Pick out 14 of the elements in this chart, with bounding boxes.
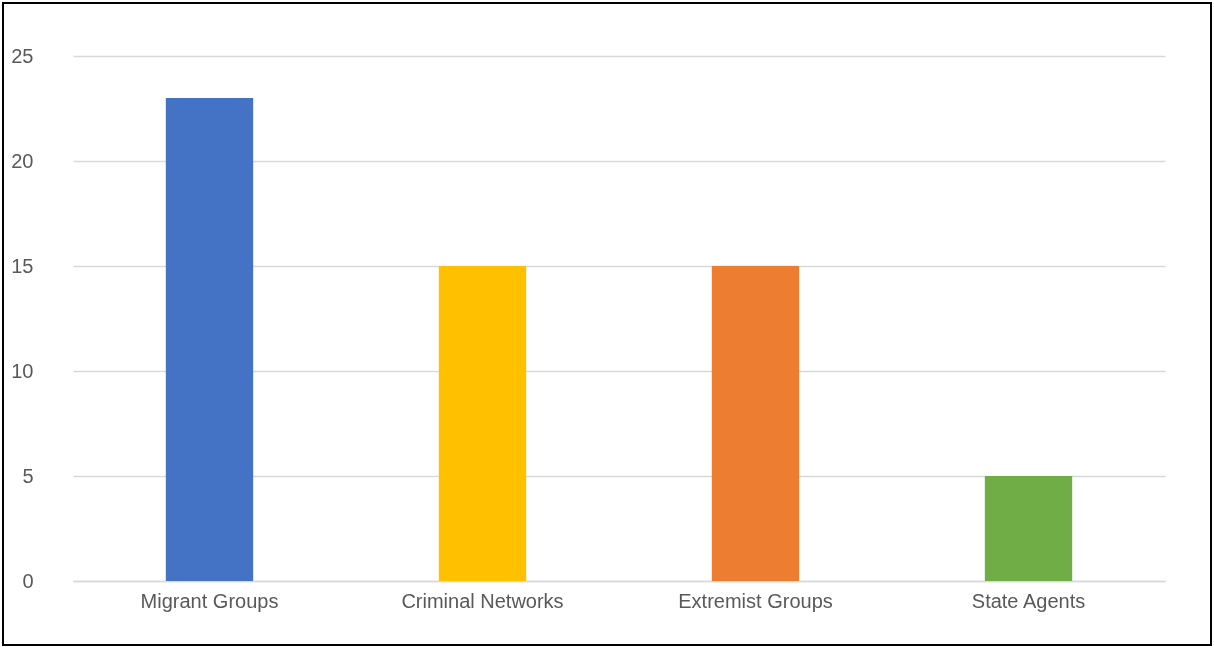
- x-tick-label: Migrant Groups: [140, 589, 279, 612]
- y-tick-label: 5: [22, 464, 34, 487]
- y-tick-label: 10: [11, 359, 34, 382]
- y-tick-label: 0: [22, 569, 34, 592]
- x-tick-label: Extremist Groups: [678, 589, 833, 612]
- y-tick-label: 25: [11, 44, 34, 67]
- bar: [438, 266, 527, 581]
- bar: [711, 266, 800, 581]
- bar: [984, 476, 1073, 581]
- x-tick-label: Criminal Networks: [401, 589, 564, 612]
- x-tick-label: State Agents: [971, 589, 1086, 612]
- bar: [165, 98, 254, 581]
- y-tick-label: 20: [11, 149, 34, 172]
- y-tick-label: 15: [11, 254, 34, 277]
